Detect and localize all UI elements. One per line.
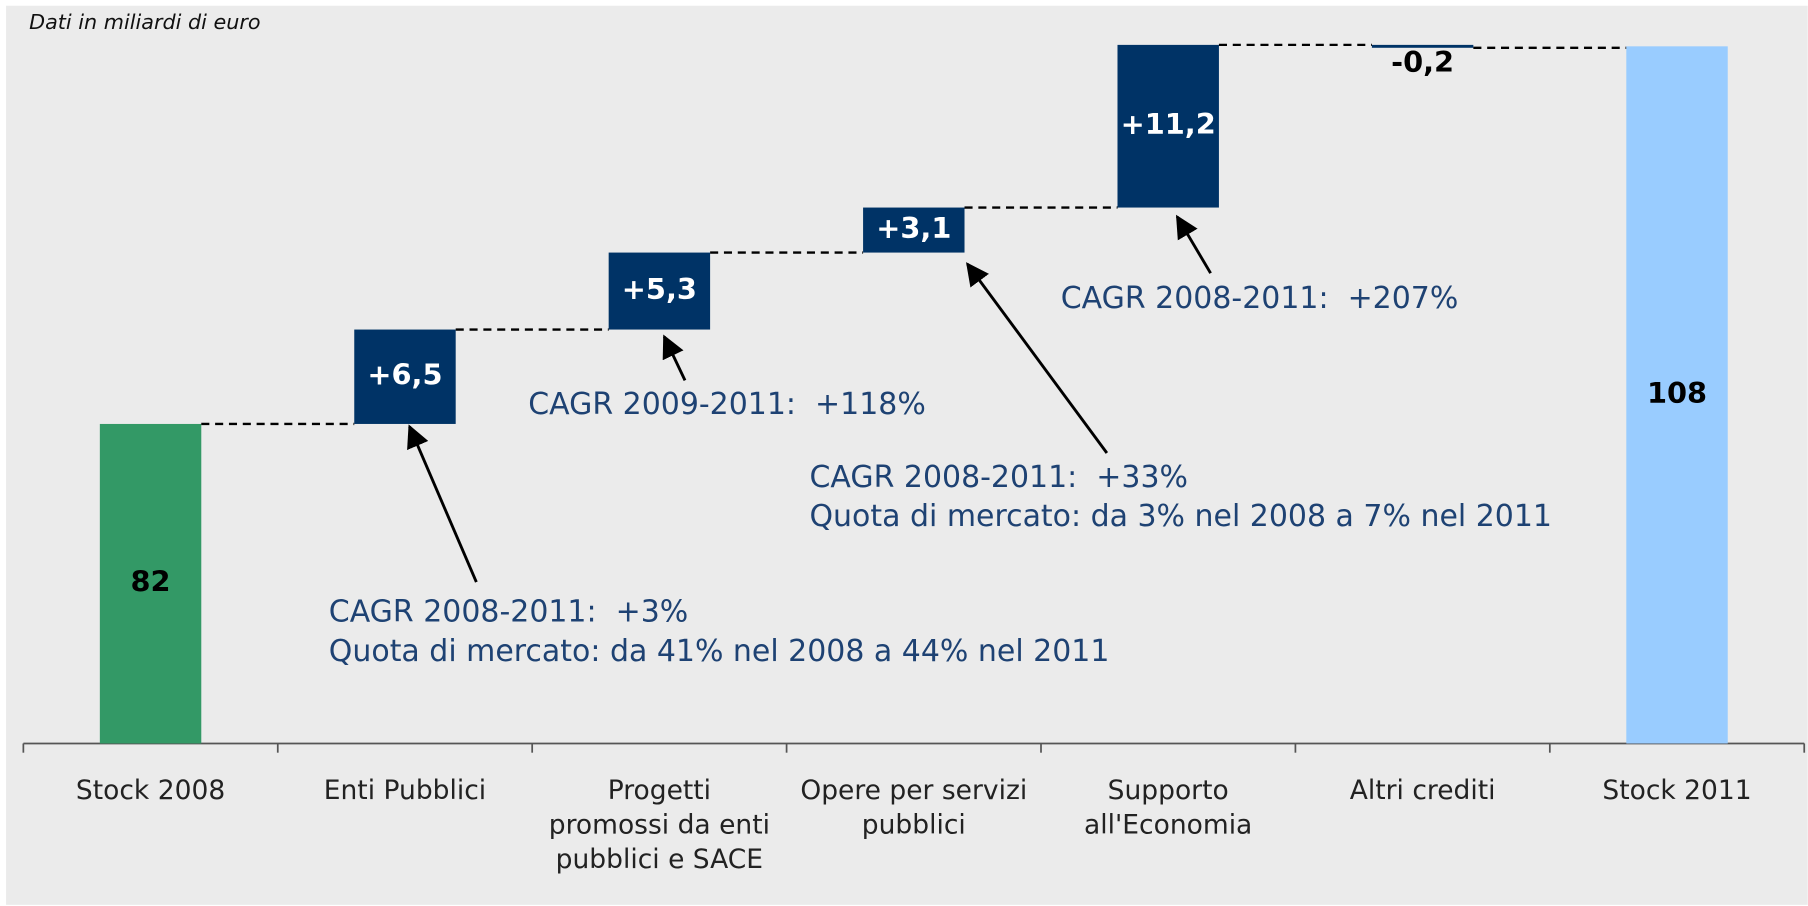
bar bbox=[608, 252, 711, 330]
x-tick-label: Altri crediti bbox=[1349, 775, 1496, 806]
x-tick-label: Opere per servizi pubblici bbox=[800, 775, 1028, 841]
annotation: CAGR 2008-2011: +33% bbox=[809, 460, 1188, 495]
value-label: +3,1 bbox=[876, 211, 951, 245]
bar bbox=[1117, 44, 1219, 208]
x-tick-label: Stock 2011 bbox=[1602, 775, 1752, 806]
x-tick-label: Supporto all'Economia bbox=[1084, 775, 1253, 841]
x-tick-label-box: Enti Pubblici bbox=[323, 775, 487, 806]
bar bbox=[99, 423, 202, 744]
arrow bbox=[966, 262, 1109, 454]
subtitle: Dati in miliardi di euro bbox=[29, 10, 261, 34]
x-tick-label: Enti Pubblici bbox=[323, 775, 487, 806]
annotation: CAGR 2008-2011: +3% bbox=[329, 595, 688, 630]
x-tick-label: Progetti promossi da enti pubblici e SAC… bbox=[548, 775, 770, 875]
plot-background bbox=[6, 5, 1808, 905]
x-tick-label-box: Opere per servizi pubblici bbox=[800, 775, 1028, 841]
value-label: +11,2 bbox=[1121, 107, 1216, 141]
bar bbox=[863, 207, 965, 253]
x-tick-label-box: Stock 2011 bbox=[1602, 775, 1752, 806]
annotation: Quota di mercato: da 3% nel 2008 a 7% ne… bbox=[809, 499, 1551, 534]
x-tick-label-box: Supporto all'Economia bbox=[1084, 775, 1253, 841]
annotation: CAGR 2009-2011: +118% bbox=[528, 387, 926, 422]
annotation: Quota di mercato: da 41% nel 2008 a 44% … bbox=[329, 634, 1110, 669]
value-label: -0,2 bbox=[1391, 45, 1454, 79]
arrow bbox=[662, 334, 687, 381]
bar bbox=[1371, 44, 1474, 48]
value-label: +5,3 bbox=[622, 272, 697, 306]
value-label: 82 bbox=[131, 565, 171, 599]
arrow bbox=[407, 424, 478, 583]
annotation: CAGR 2008-2011: +207% bbox=[1061, 281, 1459, 316]
x-tick-label-box: Progetti promossi da enti pubblici e SAC… bbox=[548, 775, 770, 875]
bar bbox=[354, 329, 456, 424]
x-tick-label: Stock 2008 bbox=[75, 775, 226, 806]
bar bbox=[1626, 46, 1728, 744]
arrow bbox=[1175, 214, 1212, 274]
x-tick-label-box: Stock 2008 bbox=[75, 775, 226, 806]
x-tick-label-box: Altri crediti bbox=[1349, 775, 1496, 806]
value-label: 108 bbox=[1647, 376, 1707, 410]
value-label: +6,5 bbox=[367, 358, 442, 392]
